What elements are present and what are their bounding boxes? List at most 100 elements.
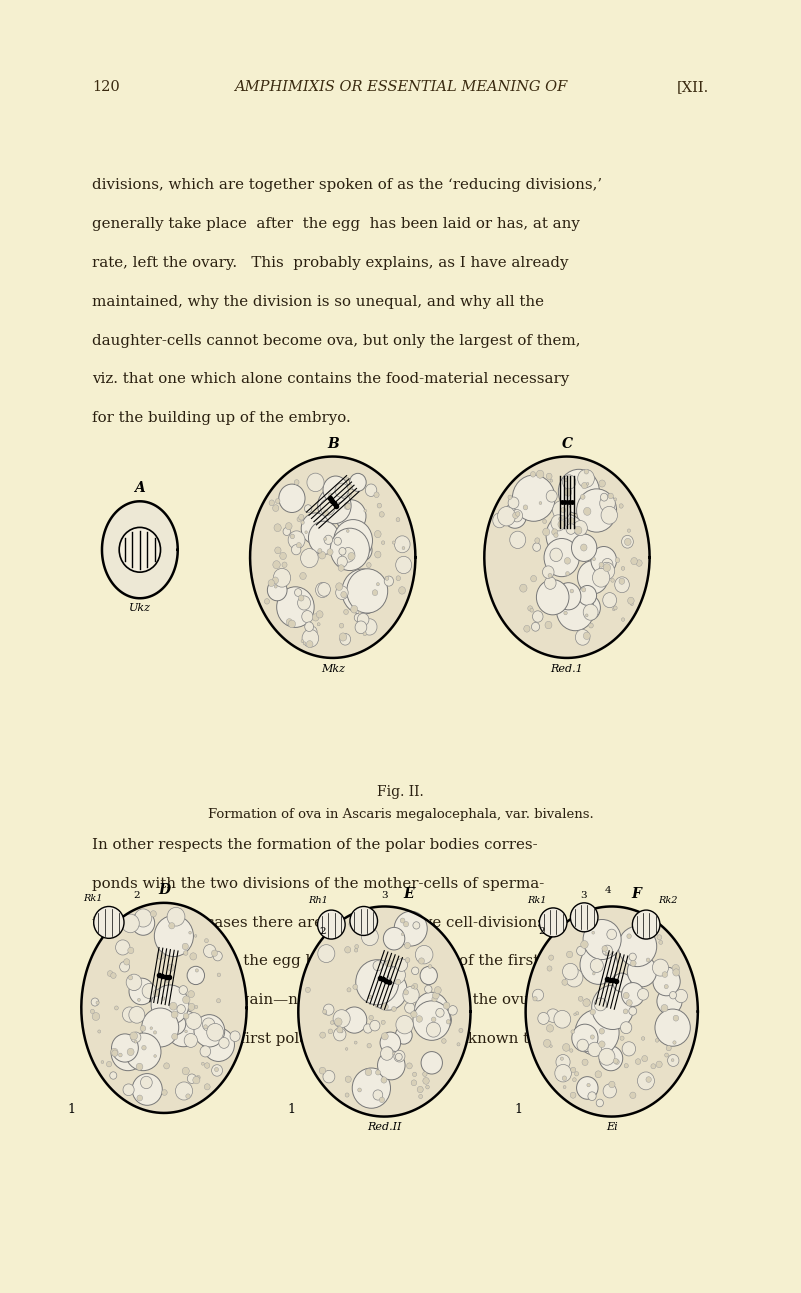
Circle shape: [107, 971, 113, 976]
Circle shape: [528, 605, 533, 612]
Text: B: B: [327, 437, 339, 451]
Ellipse shape: [250, 456, 416, 658]
Circle shape: [123, 1084, 135, 1095]
Circle shape: [661, 1005, 668, 1012]
Circle shape: [570, 1093, 576, 1098]
Circle shape: [570, 903, 598, 932]
Circle shape: [590, 958, 603, 972]
Circle shape: [432, 997, 437, 1002]
Circle shape: [119, 528, 160, 572]
Circle shape: [346, 477, 349, 481]
Circle shape: [330, 529, 369, 570]
Circle shape: [622, 618, 625, 622]
Circle shape: [119, 962, 130, 972]
Circle shape: [119, 1053, 123, 1056]
Circle shape: [302, 630, 319, 648]
Circle shape: [269, 500, 275, 506]
Circle shape: [582, 1059, 588, 1065]
Circle shape: [347, 988, 351, 992]
Circle shape: [154, 1031, 156, 1034]
Circle shape: [546, 515, 586, 557]
Text: 2: 2: [133, 891, 139, 900]
Circle shape: [609, 1081, 615, 1087]
Circle shape: [562, 516, 566, 520]
Text: 2: 2: [319, 927, 325, 936]
Circle shape: [593, 557, 595, 561]
Circle shape: [167, 908, 185, 926]
Circle shape: [564, 487, 572, 497]
Circle shape: [131, 1032, 141, 1042]
Circle shape: [324, 1011, 327, 1014]
Circle shape: [592, 931, 594, 934]
Circle shape: [302, 610, 313, 623]
Circle shape: [374, 491, 379, 498]
Text: Red.II: Red.II: [367, 1122, 401, 1133]
Text: Mkz: Mkz: [320, 663, 344, 674]
Circle shape: [367, 562, 371, 568]
Text: [XII.: [XII.: [677, 80, 709, 94]
Circle shape: [545, 622, 552, 628]
Circle shape: [348, 552, 355, 560]
Circle shape: [349, 473, 366, 491]
Text: In other respects the formation of the polar bodies corres-: In other respects the formation of the p…: [92, 838, 537, 852]
Circle shape: [558, 521, 566, 529]
Text: Rh1: Rh1: [308, 896, 328, 905]
Circle shape: [380, 1098, 384, 1103]
Circle shape: [111, 1034, 139, 1062]
Circle shape: [614, 498, 617, 500]
Circle shape: [370, 1020, 380, 1031]
Circle shape: [603, 1084, 617, 1098]
Circle shape: [626, 999, 632, 1006]
Text: Red.1: Red.1: [550, 663, 583, 674]
Circle shape: [127, 974, 142, 990]
Circle shape: [111, 1036, 145, 1071]
Circle shape: [364, 1024, 372, 1033]
Circle shape: [91, 998, 99, 1006]
Circle shape: [638, 1072, 654, 1090]
Circle shape: [189, 931, 191, 934]
Circle shape: [555, 1064, 571, 1082]
Circle shape: [132, 1073, 163, 1106]
Circle shape: [204, 1063, 210, 1068]
Circle shape: [535, 538, 540, 543]
Text: generation divide again—not only the larger one, the ovum, but: generation divide again—not only the lar…: [92, 993, 578, 1007]
Circle shape: [405, 1002, 415, 1014]
Circle shape: [614, 1059, 618, 1064]
Circle shape: [217, 974, 220, 976]
Circle shape: [186, 1012, 202, 1029]
Circle shape: [312, 614, 319, 621]
Ellipse shape: [298, 906, 470, 1117]
Circle shape: [550, 548, 562, 561]
Circle shape: [307, 473, 324, 491]
Circle shape: [621, 1021, 632, 1033]
Circle shape: [509, 531, 525, 548]
Circle shape: [599, 1046, 622, 1071]
Circle shape: [163, 1063, 170, 1069]
Circle shape: [584, 998, 590, 1006]
Circle shape: [195, 968, 199, 972]
Circle shape: [614, 1059, 619, 1064]
Circle shape: [348, 493, 352, 497]
Text: E: E: [403, 887, 414, 901]
Circle shape: [297, 596, 311, 610]
Circle shape: [337, 556, 348, 568]
Circle shape: [627, 934, 631, 939]
Circle shape: [112, 1050, 118, 1056]
Circle shape: [602, 945, 607, 952]
Circle shape: [599, 1028, 605, 1034]
Circle shape: [434, 987, 441, 994]
Circle shape: [195, 935, 197, 937]
Circle shape: [354, 948, 358, 952]
Circle shape: [613, 974, 631, 992]
Circle shape: [128, 975, 133, 980]
Circle shape: [211, 1064, 223, 1076]
Circle shape: [274, 584, 277, 588]
Circle shape: [340, 632, 347, 641]
Circle shape: [433, 992, 439, 999]
Text: 1: 1: [67, 1103, 75, 1116]
Circle shape: [166, 1014, 186, 1034]
Circle shape: [425, 985, 432, 993]
Circle shape: [417, 1016, 422, 1023]
Circle shape: [459, 1028, 463, 1033]
Circle shape: [363, 927, 371, 936]
